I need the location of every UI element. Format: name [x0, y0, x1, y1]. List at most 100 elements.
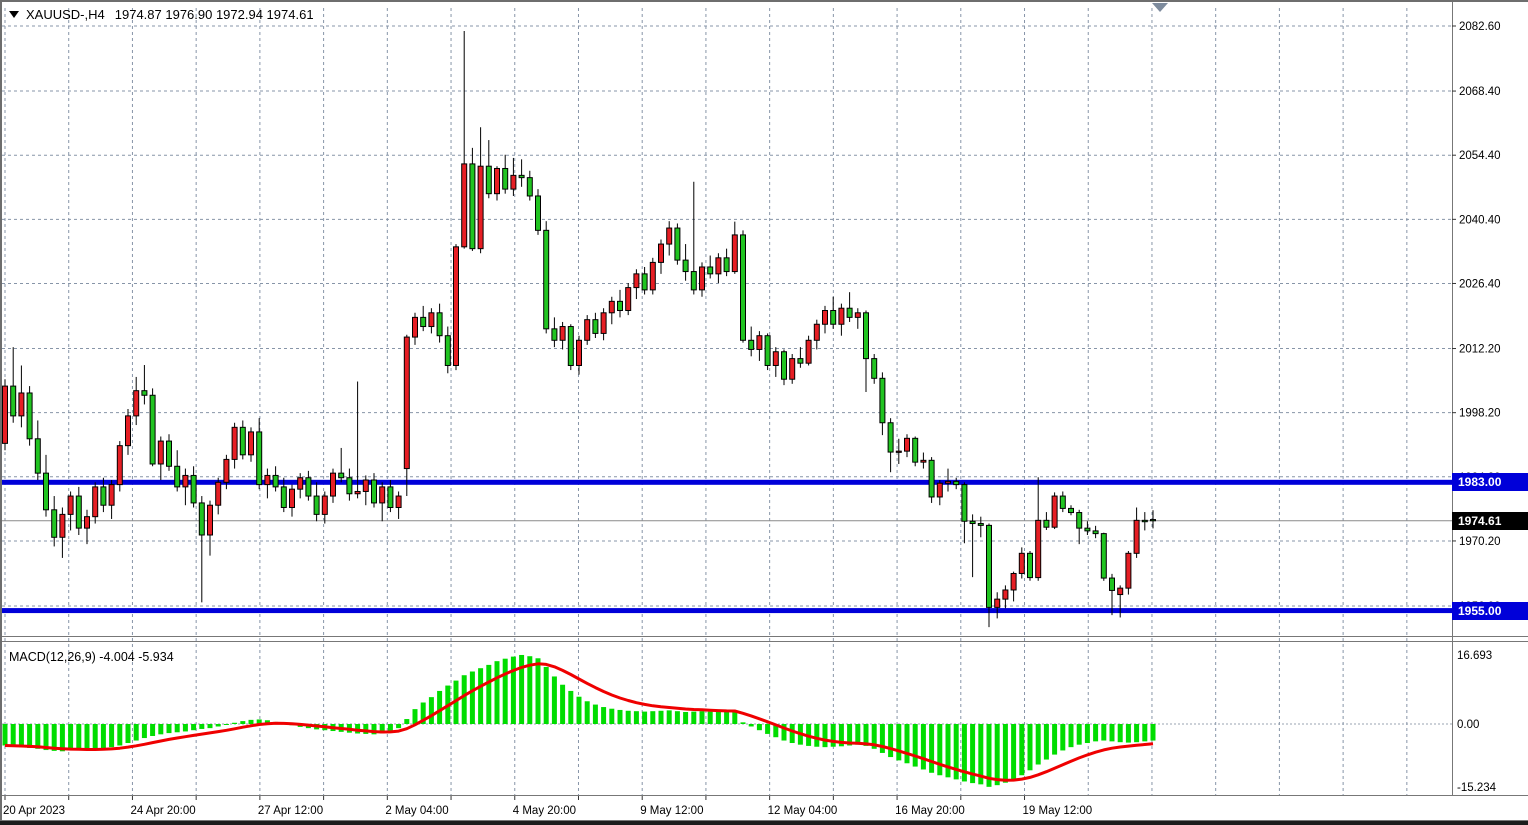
- macd-histogram-bar: [1076, 724, 1082, 745]
- candle: [387, 486, 394, 509]
- macd-histogram-bar: [756, 724, 762, 731]
- chart-title: XAUUSD-,H4 1974.87 1976.90 1972.94 1974.6…: [9, 7, 314, 22]
- candle: [125, 415, 131, 447]
- macd-histogram-bar: [1125, 724, 1131, 743]
- candle: [477, 165, 484, 250]
- time-axis-label: 19 May 12:00: [1023, 805, 1093, 817]
- macd-axis-label: 0.00: [1457, 719, 1479, 731]
- macd-histogram-bar: [18, 724, 24, 748]
- macd-signal-line: [4, 662, 1154, 782]
- candle: [830, 310, 837, 325]
- macd-histogram-bar: [510, 656, 516, 724]
- candle: [379, 486, 386, 504]
- candle: [1010, 572, 1017, 591]
- candle: [412, 316, 418, 338]
- candle: [1084, 527, 1091, 532]
- time-axis-label: 16 May 20:00: [895, 805, 965, 817]
- macd-histogram-bar: [494, 661, 500, 724]
- macd-histogram-bar: [625, 710, 631, 724]
- candle: [518, 174, 525, 179]
- macd-histogram-bar: [1002, 724, 1008, 783]
- macd-histogram-bar: [789, 724, 795, 744]
- candle: [395, 495, 402, 509]
- macd-histogram-bar: [43, 724, 49, 751]
- window-border-bottom: [0, 821, 1528, 825]
- macd-histogram-bar: [387, 724, 393, 732]
- candle: [469, 163, 476, 250]
- macd-histogram-bar: [814, 724, 820, 747]
- macd-histogram-bar: [953, 724, 959, 780]
- candle: [928, 459, 935, 498]
- macd-histogram-bar: [1150, 724, 1156, 741]
- candle: [100, 486, 107, 506]
- candle: [584, 319, 591, 341]
- macd-histogram-bar: [264, 720, 270, 724]
- macd-histogram-bar: [1052, 724, 1058, 755]
- candle: [805, 339, 812, 364]
- macd-histogram-bar: [412, 709, 418, 724]
- candle: [420, 316, 427, 328]
- candle: [690, 271, 697, 291]
- candle: [59, 513, 66, 538]
- macd-histogram-bar: [486, 664, 492, 724]
- macd-histogram-bar: [1117, 724, 1123, 743]
- candle: [895, 450, 902, 453]
- candle: [920, 459, 927, 463]
- macd-histogram-bar: [896, 724, 902, 761]
- candle: [838, 307, 845, 325]
- macd-histogram-bar: [420, 702, 426, 724]
- macd-histogram-bar: [707, 711, 713, 724]
- macd-histogram-bar: [592, 704, 598, 724]
- price-axis-label: 2068.40: [1459, 86, 1501, 98]
- macd-histogram-bar: [59, 724, 65, 752]
- macd-histogram-bar: [560, 684, 566, 724]
- macd-histogram-bar: [584, 701, 590, 724]
- candle: [879, 377, 886, 424]
- macd-histogram-bar: [904, 724, 910, 764]
- candle: [371, 479, 377, 504]
- candle: [502, 167, 509, 190]
- price-axis-label: 2012.20: [1459, 344, 1501, 356]
- time-axis-label: 12 May 04:00: [768, 805, 838, 817]
- candle: [18, 392, 25, 417]
- window-border-left: [0, 0, 2, 822]
- time-axis-label: 2 May 04:00: [385, 805, 448, 817]
- chart-shift-marker-icon[interactable]: [1152, 3, 1168, 12]
- candle: [264, 474, 271, 486]
- candle: [682, 259, 689, 273]
- macd-histogram-bar: [765, 724, 771, 734]
- candle: [1141, 519, 1148, 523]
- macd-histogram-bar: [182, 724, 188, 732]
- macd-histogram-bar: [207, 724, 213, 729]
- candle: [248, 431, 254, 456]
- macd-histogram-bar: [937, 724, 943, 776]
- support-line[interactable]: [2, 608, 1452, 614]
- candle: [362, 479, 369, 492]
- candle: [494, 167, 500, 195]
- candle: [723, 257, 730, 273]
- macd-histogram-bar: [658, 710, 664, 724]
- candle: [84, 516, 90, 529]
- candle: [354, 490, 361, 495]
- macd-histogram-bar: [158, 724, 164, 735]
- macd-histogram-bar: [732, 711, 738, 724]
- candle: [67, 495, 74, 515]
- symbol-dropdown-icon[interactable]: [9, 11, 19, 18]
- candle: [912, 437, 919, 463]
- resistance-line[interactable]: [2, 479, 1452, 485]
- macd-histogram-bar: [601, 707, 607, 724]
- price-axis-label: 2082.60: [1459, 21, 1501, 33]
- macd-histogram-bar: [609, 708, 615, 724]
- macd-histogram-bar: [1043, 724, 1049, 760]
- candle: [1092, 530, 1099, 535]
- macd-histogram-bar: [970, 724, 976, 784]
- macd-histogram-bar: [100, 724, 106, 749]
- macd-histogram-bar: [478, 668, 484, 724]
- price-axis-label: 2054.40: [1459, 150, 1501, 162]
- macd-histogram-bar: [929, 724, 935, 773]
- candle: [157, 440, 164, 465]
- candle: [567, 326, 574, 366]
- candle: [526, 177, 533, 197]
- macd-histogram-bar: [871, 724, 877, 749]
